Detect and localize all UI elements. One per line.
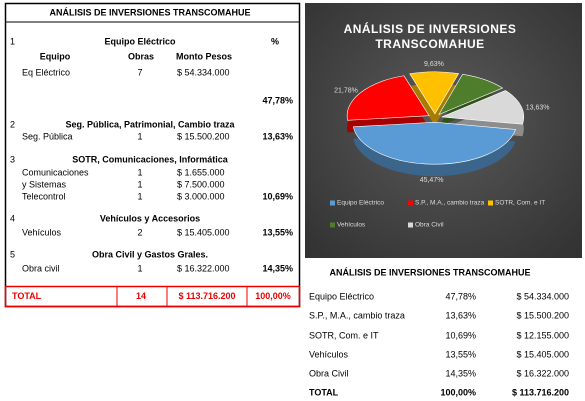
total-cell: 100,00% [440, 387, 476, 397]
section-number: 4 [10, 213, 15, 223]
cell: Telecontrol [22, 191, 66, 201]
slice [438, 73, 504, 116]
legend-swatch [330, 222, 335, 228]
pct-header: % [271, 36, 279, 46]
cell: y Sistemas [22, 179, 67, 189]
cell: 10,69% [445, 330, 476, 340]
data-label: 21,78% [334, 87, 358, 94]
data-label: 13,63% [526, 104, 550, 111]
total-cell: $ 113.716.200 [512, 387, 569, 397]
total-cell: TOTAL [309, 387, 339, 397]
legend-label: Obra Civil [415, 222, 444, 229]
pct: 13,55% [262, 227, 293, 237]
cell: 1 [137, 191, 142, 201]
slice [346, 75, 430, 121]
cell: S.P., M.A., cambio traza [309, 310, 405, 320]
section-title: Vehículos y Accesorios [100, 213, 200, 223]
data-label: 9,63% [424, 61, 444, 68]
section-number: 5 [10, 249, 15, 259]
cell: $ 16.322.000 [177, 263, 230, 273]
cell: $ 12.155.000 [516, 330, 569, 340]
total-border [4, 285, 301, 308]
pct: 47,78% [262, 95, 293, 105]
cell: $ 1.655.000 [177, 167, 225, 177]
cell: 13,63% [445, 310, 476, 320]
slice [352, 121, 516, 165]
cell: Vehículos [22, 227, 62, 237]
legend-swatch [408, 222, 413, 228]
cell: Comunicaciones [22, 167, 89, 177]
section-title: Seg. Pública, Patrimonial, Cambio traza [65, 119, 235, 129]
section-title: SOTR, Comunicaciones, Informática [72, 154, 229, 164]
cell: 1 [137, 167, 142, 177]
pct: 13,63% [262, 131, 293, 141]
table-title: ANÁLISIS DE INVERSIONES TRANSCOMAHUE [49, 7, 250, 17]
cell: $ 54.334.000 [516, 291, 569, 301]
cell: Seg. Pública [22, 131, 73, 141]
cell: 1 [137, 263, 142, 273]
cell: Vehículos [309, 349, 349, 359]
cell: Obra civil [22, 263, 60, 273]
pct: 14,35% [262, 263, 293, 273]
slice [441, 90, 525, 125]
col-header: Monto Pesos [176, 51, 232, 61]
cell: 13,55% [445, 349, 476, 359]
legend-swatch [330, 200, 335, 206]
section-title: Obra Civil y Gastos Grales. [92, 249, 208, 259]
total-cell: $ 113.716.200 [178, 291, 235, 301]
section-number: 2 [10, 119, 15, 129]
total-cell: 100,00% [255, 291, 291, 301]
cell: $ 15.500.200 [516, 310, 569, 320]
cell: $ 15.405.000 [516, 349, 569, 359]
summary-title: ANÁLISIS DE INVERSIONES TRANSCOMAHUE [329, 267, 530, 277]
cell: 2 [137, 227, 142, 237]
section-number: 3 [10, 154, 15, 164]
cell: 1 [137, 131, 142, 141]
cell: $ 15.405.000 [177, 227, 230, 237]
legend-label: Vehículos [337, 222, 366, 229]
total-cell: 14 [136, 291, 146, 301]
cell: $ 15.500.200 [177, 131, 230, 141]
cell: $ 16.322.000 [516, 368, 569, 378]
legend-label: S.P., M.A., cambio traza [415, 200, 485, 207]
cell: $ 54.334.000 [177, 67, 230, 77]
data-label: 45,47% [420, 177, 444, 184]
total-cell: TOTAL [12, 291, 42, 301]
cell: 47,78% [445, 291, 476, 301]
legend-label: Equipo Eléctrico [337, 200, 384, 207]
cell: 14,35% [445, 368, 476, 378]
section-number: 1 [10, 36, 15, 46]
cell: $ 3.000.000 [177, 191, 225, 201]
legend-swatch [408, 200, 413, 206]
chart-title-line: ANÁLISIS DE INVERSIONES TRANSCOMAHUE [344, 21, 517, 51]
cell: $ 7.500.000 [177, 179, 225, 189]
cell: 7 [137, 67, 142, 77]
col-header: Obras [128, 51, 154, 61]
section-title: Equipo Eléctrico [104, 36, 176, 46]
cell: Obra Civil [309, 368, 349, 378]
legend-swatch [488, 200, 493, 206]
cell: Eq Eléctrico [22, 67, 70, 77]
slice [409, 71, 460, 115]
pct: 10,69% [262, 191, 293, 201]
cell: Equipo Eléctrico [309, 291, 374, 301]
legend-label: SOTR, Com. e IT [495, 200, 545, 207]
col-header: Equipo [40, 51, 71, 61]
cell: 1 [137, 179, 142, 189]
cell: SOTR, Com. e IT [309, 330, 379, 340]
